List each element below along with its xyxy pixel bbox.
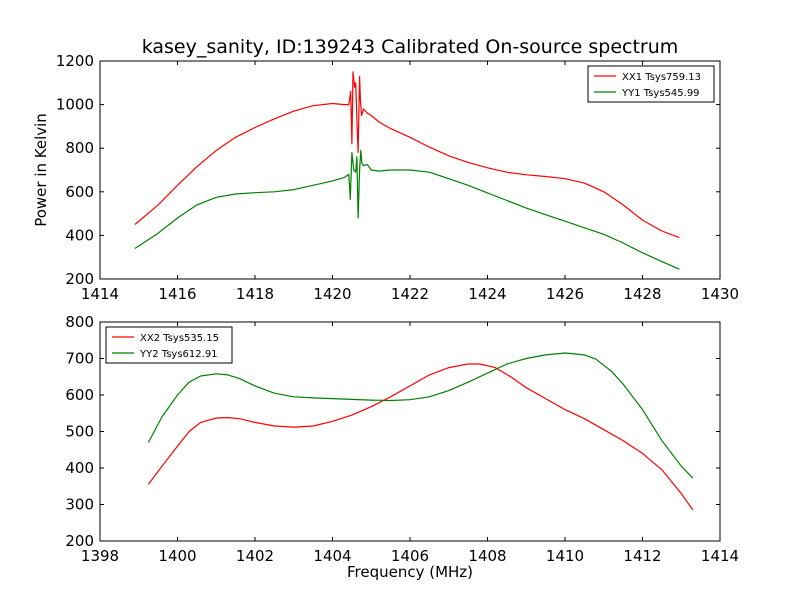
x-tick-label: 1398 xyxy=(81,547,119,565)
x-tick-label: 1428 xyxy=(623,285,661,303)
x-tick-label: 1426 xyxy=(546,285,584,303)
x-tick-label: 1408 xyxy=(468,547,506,565)
x-tick-label: 1416 xyxy=(158,285,196,303)
y-tick-label: 200 xyxy=(65,270,94,288)
top-axes: 1414 1416 1418 1420 1422 1424 1426 1428 1430 200 4… xyxy=(32,52,739,303)
x-tick-label: 1404 xyxy=(313,547,351,565)
y-tick-label: 400 xyxy=(65,459,94,477)
legend-box xyxy=(105,326,233,364)
y-tick-label: 800 xyxy=(65,313,94,331)
legend-entry: YY2 Tsys612.91 xyxy=(139,349,218,360)
x-tick-label: 1418 xyxy=(236,285,274,303)
y-tick-label: 500 xyxy=(65,423,94,441)
y-tick-label: 400 xyxy=(65,226,94,244)
x-axis-label: Frequency (MHz) xyxy=(347,563,473,581)
series-line-yy2 xyxy=(147,352,694,479)
legend-entry: XX1 Tsys759.13 xyxy=(622,72,701,83)
x-tick-label: 1422 xyxy=(391,285,429,303)
bottom-axes: 1398 1400 1402 1404 1406 1408 1410 1412 1414 200 3… xyxy=(65,313,739,581)
x-tick-label: 1414 xyxy=(81,285,119,303)
legend-box xyxy=(587,65,715,103)
x-tick-label: 1406 xyxy=(391,547,429,565)
y-tick-label: 600 xyxy=(65,183,94,201)
series-line-xx1 xyxy=(134,71,680,239)
x-tick-label: 1424 xyxy=(468,285,506,303)
x-tick-label: 1402 xyxy=(236,547,274,565)
x-tick-label: 1430 xyxy=(701,285,739,303)
legend-entry: YY1 Tsys545.99 xyxy=(621,88,700,99)
y-tick-label: 200 xyxy=(65,532,94,550)
legend: XX2 Tsys535.15 YY2 Tsys612.91 xyxy=(105,326,233,364)
y-tick-label: 1000 xyxy=(56,96,94,114)
legend-entry: XX2 Tsys535.15 xyxy=(140,333,219,344)
y-tick-label: 600 xyxy=(65,386,94,404)
series-line-yy1 xyxy=(134,149,680,270)
y-tick-label: 300 xyxy=(65,496,94,514)
x-tick-label: 1410 xyxy=(546,547,584,565)
y-tick-label: 800 xyxy=(65,139,94,157)
y-axis-label: Power in Kelvin xyxy=(32,113,50,227)
legend: XX1 Tsys759.13 YY1 Tsys545.99 xyxy=(587,65,715,103)
x-tick-label: 1400 xyxy=(158,547,196,565)
x-tick-label: 1412 xyxy=(623,547,661,565)
y-tick-label: 1200 xyxy=(56,52,94,70)
y-tick-label: 700 xyxy=(65,350,94,368)
figure-title: kasey_sanity, ID:139243 Calibrated On-so… xyxy=(142,36,679,58)
x-tick-label: 1420 xyxy=(313,285,351,303)
x-tick-label: 1414 xyxy=(701,547,739,565)
series-line-xx2 xyxy=(147,363,694,511)
